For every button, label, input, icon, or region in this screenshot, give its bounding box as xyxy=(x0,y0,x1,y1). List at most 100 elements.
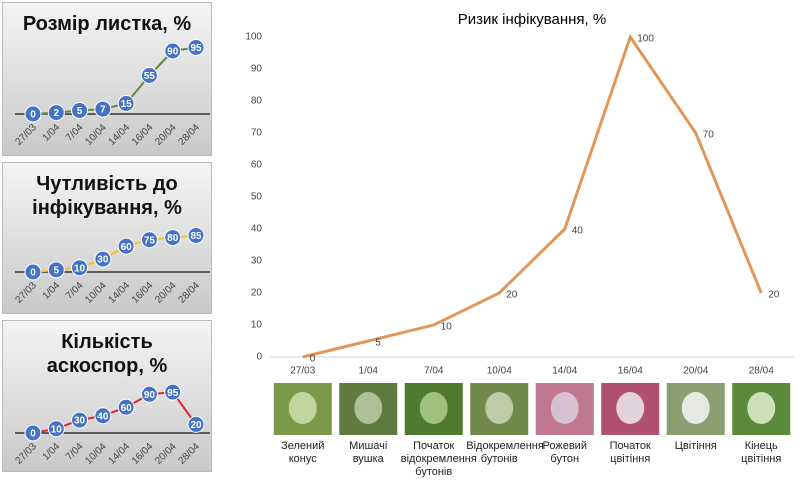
data-label: 10 xyxy=(74,263,86,274)
stage-photo-detail xyxy=(681,392,710,424)
data-label: 60 xyxy=(121,403,133,414)
x-tick-label: 20/04 xyxy=(153,122,179,148)
stage-label: Цвітіння xyxy=(674,440,717,452)
marker xyxy=(94,250,112,268)
stage-label: Відокремлення бутонів xyxy=(466,440,544,465)
marker xyxy=(94,407,112,425)
marker xyxy=(164,42,182,60)
marker xyxy=(117,237,135,255)
x-tick-label: 28/04 xyxy=(749,366,774,377)
x-tick-label: 20/04 xyxy=(153,441,179,467)
data-label: 0 xyxy=(30,110,36,121)
marker xyxy=(24,263,42,281)
y-tick-label: 80 xyxy=(251,96,263,107)
data-label: 75 xyxy=(144,235,156,246)
marker xyxy=(47,261,65,279)
data-label: 80 xyxy=(167,233,179,244)
x-tick-label: 10/04 xyxy=(83,122,109,148)
y-tick-label: 10 xyxy=(251,320,263,331)
data-label: 85 xyxy=(190,231,202,242)
x-tick-label: 16/04 xyxy=(130,441,156,467)
chart-title: Розмір листка, % xyxy=(22,13,192,35)
data-label: 0 xyxy=(30,268,36,279)
data-label: 40 xyxy=(97,411,109,422)
x-tick-label: 10/04 xyxy=(83,280,109,306)
marker xyxy=(140,385,158,403)
data-label: 5 xyxy=(77,106,83,117)
x-tick-label: 14/04 xyxy=(107,280,133,306)
data-label: 30 xyxy=(74,416,86,427)
data-label: 0 xyxy=(30,429,36,440)
marker xyxy=(47,104,65,122)
x-tick-label: 27/03 xyxy=(14,280,40,306)
x-tick-label: 20/04 xyxy=(153,280,179,306)
marker xyxy=(24,105,42,123)
x-tick-label: 27/03 xyxy=(290,366,315,377)
stage-photo-detail xyxy=(354,392,383,424)
data-label: 10 xyxy=(51,424,63,435)
y-tick-label: 50 xyxy=(251,192,263,203)
data-label: 10 xyxy=(441,322,453,333)
x-tick-label: 14/04 xyxy=(552,366,577,377)
x-tick-label: 1/04 xyxy=(41,280,63,302)
stage-label: Зелений конус xyxy=(281,440,325,465)
stage-photo-detail xyxy=(747,392,776,424)
data-label: 40 xyxy=(572,226,584,237)
x-tick-label: 10/04 xyxy=(487,366,512,377)
y-tick-label: 90 xyxy=(251,64,263,75)
data-label: 7 xyxy=(100,105,106,116)
stage-label: Рожевий бутон xyxy=(542,440,587,465)
stage-label: Мишачі вушка xyxy=(349,440,388,465)
x-tick-label: 14/04 xyxy=(107,441,133,467)
y-tick-label: 30 xyxy=(251,256,263,267)
stage-photo-detail xyxy=(419,392,448,424)
marker xyxy=(117,398,135,416)
data-label: 60 xyxy=(121,242,133,253)
x-tick-label: 1/04 xyxy=(41,441,63,463)
marker xyxy=(117,95,135,112)
x-tick-label: 28/04 xyxy=(177,122,203,148)
y-tick-label: 0 xyxy=(256,352,262,363)
marker xyxy=(71,411,89,429)
data-label: 70 xyxy=(703,130,715,141)
stage-photo-detail xyxy=(550,392,579,424)
marker xyxy=(187,39,205,56)
x-tick-label: 7/04 xyxy=(424,366,444,377)
marker xyxy=(187,415,205,433)
data-label: 20 xyxy=(506,290,518,301)
data-label: 5 xyxy=(375,338,381,349)
x-tick-label: 27/03 xyxy=(14,441,40,467)
data-label: 90 xyxy=(167,47,179,58)
data-label: 5 xyxy=(54,265,60,276)
stage-label: Початок цвітіння xyxy=(609,440,651,465)
data-label: 100 xyxy=(637,34,654,45)
data-label: 20 xyxy=(190,420,202,431)
x-tick-label: 16/04 xyxy=(130,122,156,148)
stage-label: Кінець цвітіння xyxy=(741,440,782,465)
x-tick-label: 1/04 xyxy=(41,122,63,144)
x-tick-label: 27/03 xyxy=(14,122,40,148)
marker xyxy=(24,424,42,442)
y-tick-label: 20 xyxy=(251,288,263,299)
y-tick-label: 60 xyxy=(251,160,263,171)
y-tick-label: 70 xyxy=(251,128,263,139)
x-tick-label: 16/04 xyxy=(130,280,156,306)
x-tick-label: 28/04 xyxy=(177,280,203,306)
data-label: 55 xyxy=(144,71,156,82)
marker xyxy=(140,231,158,249)
marker xyxy=(47,420,65,438)
stage-photo-detail xyxy=(485,392,514,424)
marker xyxy=(164,383,182,401)
data-label: 20 xyxy=(768,290,780,301)
marker xyxy=(71,102,89,119)
x-tick-label: 1/04 xyxy=(359,366,379,377)
y-tick-label: 40 xyxy=(251,224,263,235)
data-label: 95 xyxy=(167,388,179,399)
x-tick-label: 20/04 xyxy=(683,366,708,377)
series-line xyxy=(302,33,763,359)
x-tick-label: 14/04 xyxy=(107,122,133,148)
stage-photo-detail xyxy=(288,392,317,424)
marker xyxy=(140,67,158,84)
